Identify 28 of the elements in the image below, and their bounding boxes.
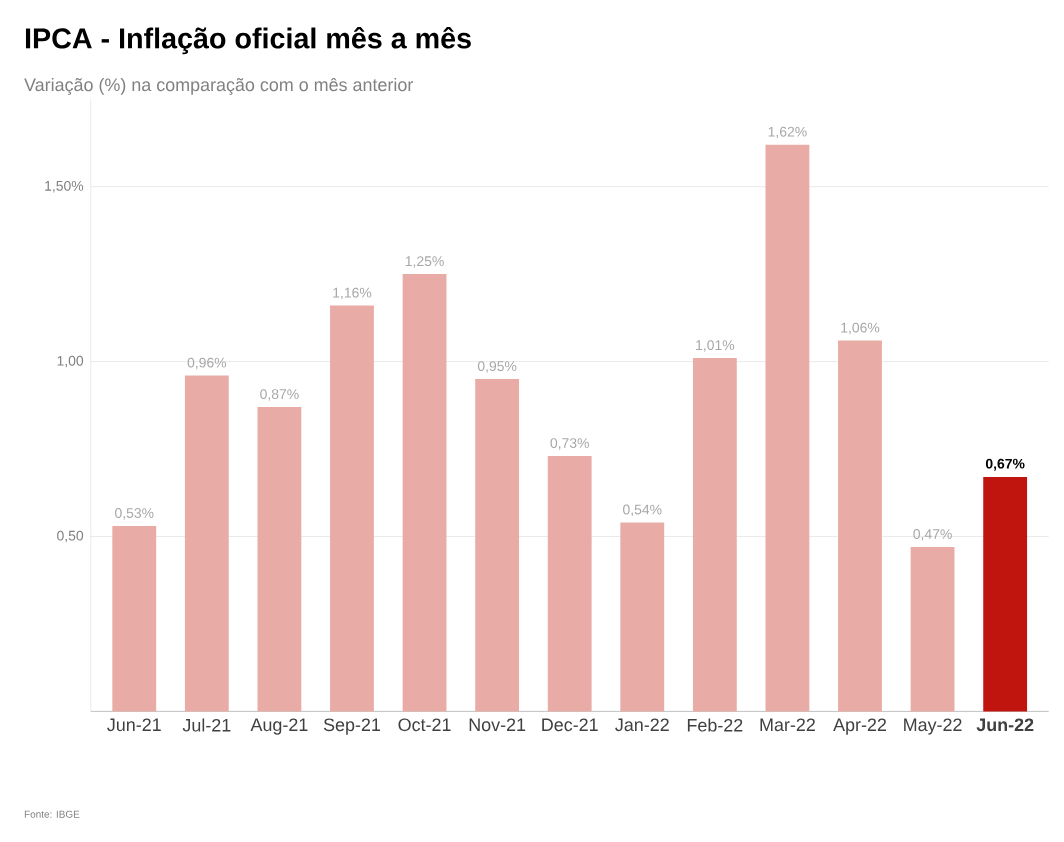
bar [112,526,157,712]
x-tick-label: Apr-22 [833,718,886,735]
bar [692,358,737,712]
chart-subtitle: Variação (%) na comparação com o mês anterior [24,77,414,95]
x-tick-label: Jun-22 [976,718,1034,732]
bar [475,379,520,712]
x-tick-label: Dec-21 [542,718,598,732]
x-tick-label: Mar-22 [760,718,815,732]
x-tick-label: Feb-22 [687,718,743,732]
x-tick-label: Nov-21 [469,718,526,732]
bar [983,477,1028,712]
bar [257,407,302,712]
bar [910,547,955,712]
x-tick-label: Jul-21 [182,718,231,732]
x-tick-label: Aug-21 [250,718,308,735]
x-tick-label: Oct-21 [398,718,451,732]
bar [330,305,374,712]
chart-title: IPCA - Inflação oficial mês a mês [25,26,471,55]
x-tick-label: Sep-21 [323,718,380,735]
bar [765,144,810,712]
bar [402,274,447,712]
bar [838,340,882,712]
x-tick-label: Jan-22 [615,718,669,732]
x-tick-label: May-22 [904,718,962,735]
x-tick-label: Jun-21 [107,718,161,732]
bar [184,375,229,712]
bar [620,522,665,712]
bar [547,456,592,712]
